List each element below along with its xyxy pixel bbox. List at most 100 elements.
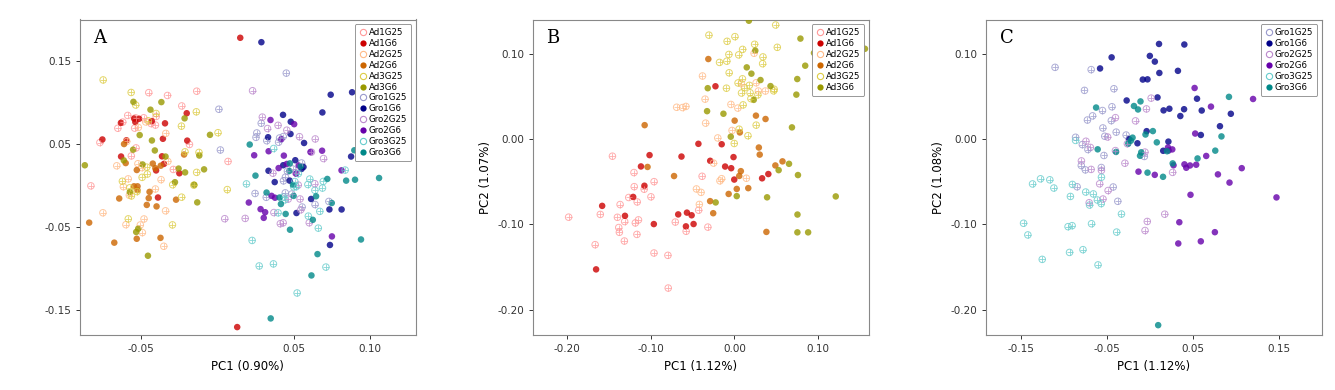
Point: [643, 179, 665, 185]
Point: [825, 193, 846, 200]
Point: [1077, 117, 1099, 123]
Point: [274, 197, 295, 203]
Point: [255, 209, 276, 215]
Point: [300, 149, 322, 155]
Point: [749, 151, 770, 158]
Point: [292, 164, 314, 170]
Point: [144, 186, 166, 192]
Point: [730, 90, 752, 96]
Point: [745, 112, 766, 119]
Point: [163, 166, 184, 172]
Point: [717, 38, 738, 44]
Point: [75, 162, 96, 168]
Point: [1105, 129, 1127, 135]
Point: [263, 145, 284, 152]
Point: [354, 132, 375, 138]
Point: [1060, 193, 1081, 200]
Point: [754, 88, 776, 94]
Point: [284, 179, 306, 185]
Point: [721, 101, 742, 108]
Point: [1043, 185, 1064, 191]
Point: [162, 222, 183, 228]
Point: [131, 165, 152, 171]
Point: [1167, 68, 1188, 74]
Point: [1032, 256, 1053, 262]
Point: [155, 130, 176, 136]
Point: [708, 135, 729, 141]
Point: [753, 54, 774, 60]
Point: [1204, 147, 1226, 154]
Point: [1105, 115, 1127, 121]
Point: [754, 88, 776, 94]
Point: [657, 252, 678, 259]
Point: [134, 115, 155, 121]
Point: [786, 76, 808, 82]
Point: [243, 152, 264, 158]
Point: [168, 165, 190, 172]
Point: [111, 153, 132, 160]
Point: [1097, 134, 1119, 140]
Point: [1189, 238, 1211, 245]
Point: [1161, 146, 1183, 152]
Point: [738, 18, 760, 24]
Point: [634, 186, 655, 192]
Point: [120, 153, 142, 159]
Point: [108, 195, 129, 202]
Point: [1061, 223, 1083, 229]
Point: [590, 211, 611, 218]
Point: [216, 186, 238, 193]
Point: [1116, 98, 1137, 104]
Point: [702, 160, 724, 166]
Point: [778, 161, 800, 167]
Point: [300, 196, 322, 202]
Point: [733, 102, 754, 108]
Point: [724, 176, 745, 183]
Point: [1200, 103, 1222, 110]
Point: [721, 128, 742, 134]
Point: [729, 173, 750, 179]
Point: [622, 194, 643, 200]
Point: [586, 266, 607, 273]
Point: [1079, 200, 1100, 206]
Point: [658, 285, 680, 291]
Point: [134, 115, 155, 121]
Point: [146, 113, 167, 120]
Point: [128, 225, 150, 232]
Point: [1204, 229, 1226, 235]
Point: [754, 116, 776, 122]
Point: [242, 237, 263, 243]
Point: [614, 218, 635, 225]
Point: [299, 220, 320, 226]
Point: [322, 200, 343, 206]
Point: [162, 222, 183, 228]
Point: [1219, 179, 1240, 186]
Point: [1136, 106, 1157, 112]
Point: [758, 171, 780, 177]
Point: [155, 130, 176, 136]
Point: [125, 236, 147, 242]
Point: [729, 126, 750, 132]
Point: [607, 224, 629, 230]
Point: [623, 184, 645, 190]
Point: [1013, 220, 1035, 226]
Point: [766, 44, 788, 50]
Point: [89, 140, 111, 146]
Point: [307, 225, 328, 231]
Point: [1092, 196, 1113, 202]
Point: [1163, 162, 1184, 168]
Point: [142, 118, 163, 124]
Point: [788, 172, 809, 178]
Point: [1072, 142, 1093, 148]
Point: [670, 153, 692, 160]
Point: [246, 134, 267, 140]
Point: [1100, 117, 1121, 124]
Point: [734, 85, 756, 91]
Point: [155, 208, 176, 214]
Point: [1123, 103, 1144, 109]
Point: [92, 77, 113, 83]
Point: [840, 51, 861, 57]
Point: [772, 158, 793, 165]
Point: [1017, 232, 1039, 238]
Point: [732, 46, 753, 53]
Point: [641, 194, 662, 200]
